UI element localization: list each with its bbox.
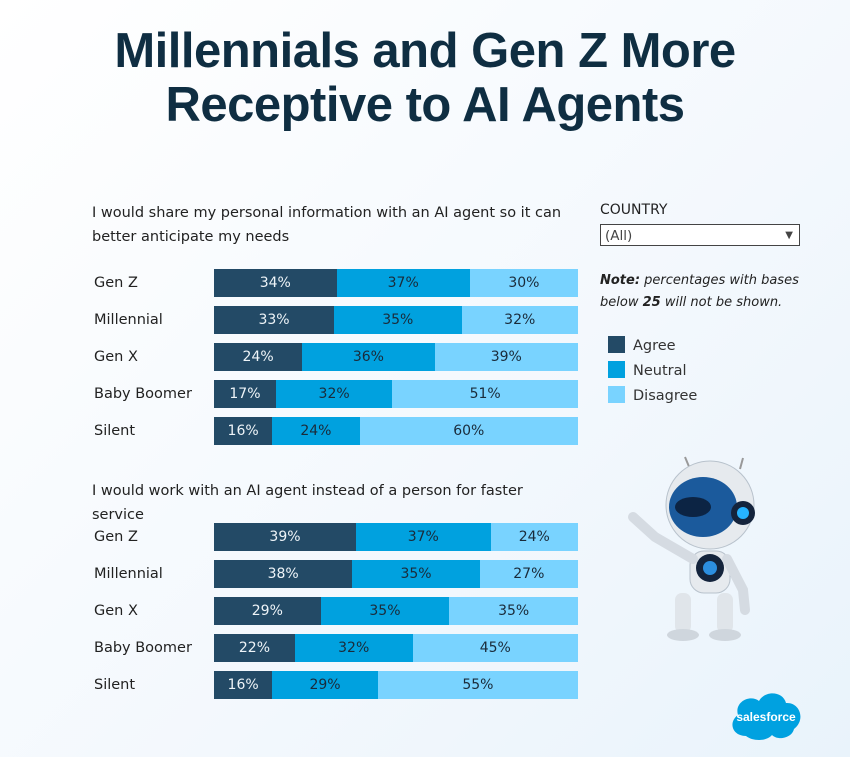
bar-segment-neutral[interactable]: 35% bbox=[352, 560, 480, 588]
category-label: Baby Boomer bbox=[94, 386, 192, 402]
bar-segment-agree[interactable]: 34% bbox=[214, 269, 337, 297]
bar-segment-agree[interactable]: 33% bbox=[214, 306, 335, 334]
bar-segment-disagree[interactable]: 60% bbox=[359, 417, 578, 445]
bar-row: Baby Boomer 22% 32% 45% bbox=[92, 633, 582, 663]
page-title: Millennials and Gen Z More Receptive to A… bbox=[0, 24, 850, 132]
bar-segment-agree[interactable]: 39% bbox=[214, 523, 356, 551]
stacked-bar: 24% 36% 39% bbox=[214, 343, 578, 371]
bar-row: Gen Z 34% 37% 30% bbox=[92, 268, 582, 298]
country-select[interactable]: (All) ▼ bbox=[600, 224, 800, 246]
bar-segment-neutral[interactable]: 24% bbox=[272, 417, 360, 445]
stacked-bar: 39% 37% 24% bbox=[214, 523, 578, 551]
bar-segment-agree[interactable]: 29% bbox=[214, 597, 321, 625]
bar-row: Baby Boomer 17% 32% 51% bbox=[92, 379, 582, 409]
stacked-bar: 16% 24% 60% bbox=[214, 417, 578, 445]
bar-segment-agree[interactable]: 38% bbox=[214, 560, 353, 588]
category-label: Millennial bbox=[94, 566, 163, 582]
chevron-down-icon: ▼ bbox=[785, 230, 793, 241]
bar-segment-neutral[interactable]: 29% bbox=[272, 671, 378, 699]
bar-segment-neutral[interactable]: 35% bbox=[334, 306, 462, 334]
bar-row: Gen X 24% 36% 39% bbox=[92, 342, 582, 372]
stacked-bar: 17% 32% 51% bbox=[214, 380, 578, 408]
bar-segment-neutral[interactable]: 36% bbox=[302, 343, 435, 371]
category-label: Silent bbox=[94, 423, 136, 439]
bar-segment-agree[interactable]: 22% bbox=[214, 634, 295, 662]
category-label: Gen Z bbox=[94, 529, 138, 545]
bar-row: Millennial 38% 35% 27% bbox=[92, 559, 582, 589]
country-select-value: (All) bbox=[605, 228, 633, 244]
bar-segment-disagree[interactable]: 45% bbox=[412, 634, 578, 662]
country-filter-label: COUNTRY bbox=[600, 202, 668, 218]
bar-row: Gen Z 39% 37% 24% bbox=[92, 522, 582, 552]
bar-segment-disagree[interactable]: 51% bbox=[392, 380, 578, 408]
bar-segment-neutral[interactable]: 37% bbox=[355, 523, 491, 551]
category-label: Gen Z bbox=[94, 275, 138, 291]
category-label: Silent bbox=[94, 677, 136, 693]
note-text: percentages with bases below bbox=[600, 273, 799, 310]
robot-illustration bbox=[628, 456, 755, 641]
legend-swatch bbox=[608, 361, 625, 378]
legend-item[interactable]: Neutral bbox=[608, 361, 687, 381]
bar-segment-disagree[interactable]: 30% bbox=[469, 269, 578, 297]
stacked-bar: 33% 35% 32% bbox=[214, 306, 578, 334]
stacked-bar: 22% 32% 45% bbox=[214, 634, 578, 662]
bar-segment-disagree[interactable]: 39% bbox=[434, 343, 578, 371]
legend-label: Agree bbox=[633, 338, 676, 354]
svg-text:salesforce: salesforce bbox=[736, 710, 796, 724]
stacked-bar: 29% 35% 35% bbox=[214, 597, 578, 625]
legend-item[interactable]: Disagree bbox=[608, 386, 697, 406]
note-number: 25 bbox=[642, 295, 661, 310]
bar-segment-disagree[interactable]: 32% bbox=[461, 306, 578, 334]
category-label: Gen X bbox=[94, 349, 138, 365]
bar-segment-disagree[interactable]: 24% bbox=[490, 523, 578, 551]
bar-segment-neutral[interactable]: 32% bbox=[275, 380, 393, 408]
category-label: Millennial bbox=[94, 312, 163, 328]
stacked-bar: 34% 37% 30% bbox=[214, 269, 578, 297]
bar-row: Gen X 29% 35% 35% bbox=[92, 596, 582, 626]
bar-segment-neutral[interactable]: 37% bbox=[336, 269, 470, 297]
bar-row: Silent 16% 24% 60% bbox=[92, 416, 582, 446]
note: Note: percentages with bases below 25 wi… bbox=[600, 270, 820, 314]
bar-segment-neutral[interactable]: 32% bbox=[294, 634, 413, 662]
legend-swatch bbox=[608, 386, 625, 403]
bar-segment-agree[interactable]: 24% bbox=[214, 343, 303, 371]
title-line-2: Receptive to AI Agents bbox=[165, 78, 685, 132]
bar-segment-agree[interactable]: 17% bbox=[214, 380, 276, 408]
bar-row: Silent 16% 29% 55% bbox=[92, 670, 582, 700]
stacked-bar: 38% 35% 27% bbox=[214, 560, 578, 588]
legend-item[interactable]: Agree bbox=[608, 336, 676, 356]
category-label: Gen X bbox=[94, 603, 138, 619]
salesforce-logo: salesforce bbox=[732, 693, 801, 740]
category-label: Baby Boomer bbox=[94, 640, 192, 656]
legend-label: Disagree bbox=[633, 388, 698, 404]
bar-segment-disagree[interactable]: 27% bbox=[479, 560, 578, 588]
chart-1-title: I would share my personal information wi… bbox=[92, 205, 562, 245]
bar-segment-agree[interactable]: 16% bbox=[214, 671, 273, 699]
stacked-bar: 16% 29% 55% bbox=[214, 671, 578, 699]
bar-row: Millennial 33% 35% 32% bbox=[92, 305, 582, 335]
bar-segment-disagree[interactable]: 35% bbox=[449, 597, 578, 625]
note-bold: Note: bbox=[600, 273, 641, 288]
legend-swatch bbox=[608, 336, 625, 353]
title-line-1: Millennials and Gen Z More bbox=[114, 24, 736, 78]
legend-label: Neutral bbox=[633, 363, 687, 379]
chart-2-title: I would work with an AI agent instead of… bbox=[92, 483, 523, 523]
bar-segment-disagree[interactable]: 55% bbox=[377, 671, 578, 699]
note-text-end: will not be shown. bbox=[660, 295, 783, 310]
bar-segment-neutral[interactable]: 35% bbox=[320, 597, 450, 625]
bar-segment-agree[interactable]: 16% bbox=[214, 417, 273, 445]
